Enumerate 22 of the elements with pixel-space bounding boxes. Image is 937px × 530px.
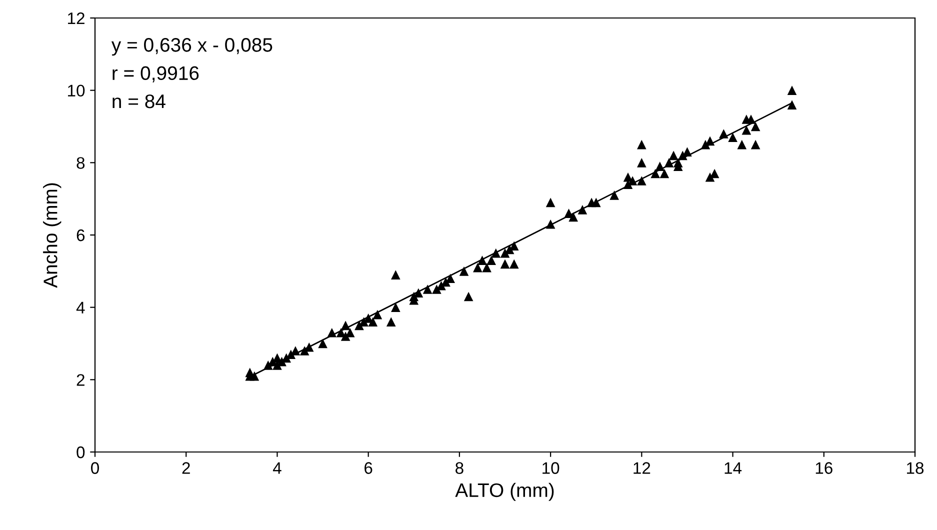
y-tick-label: 0	[76, 446, 85, 458]
y-tick-label: 8	[76, 157, 85, 169]
y-tick-label: 12	[68, 12, 84, 24]
x-tick-label: 12	[634, 462, 650, 474]
y-tick-label: 6	[76, 229, 85, 242]
x-tick-label: 8	[456, 462, 464, 474]
x-tick-label: 0	[91, 462, 99, 474]
x-tick-label: 18	[907, 462, 924, 474]
annotation: n = 84	[112, 94, 166, 108]
y-axis-title: Ancho (mm)	[43, 183, 62, 288]
annotation: r = 0,9916	[112, 66, 199, 82]
x-tick-label: 6	[364, 462, 372, 474]
y-tick-label: 2	[76, 374, 84, 386]
x-tick-label: 2	[182, 462, 190, 474]
x-axis-title: ALTO (mm)	[455, 482, 554, 501]
y-tick-label: 10	[68, 84, 85, 97]
y-tick-label: 4	[76, 302, 85, 314]
x-tick-label: 4	[272, 462, 282, 474]
annotation: y = 0,636 x - 0,085	[111, 38, 272, 56]
x-tick-label: 16	[816, 462, 832, 474]
x-tick-label: 10	[542, 462, 560, 474]
x-tick-label: 14	[724, 462, 742, 474]
